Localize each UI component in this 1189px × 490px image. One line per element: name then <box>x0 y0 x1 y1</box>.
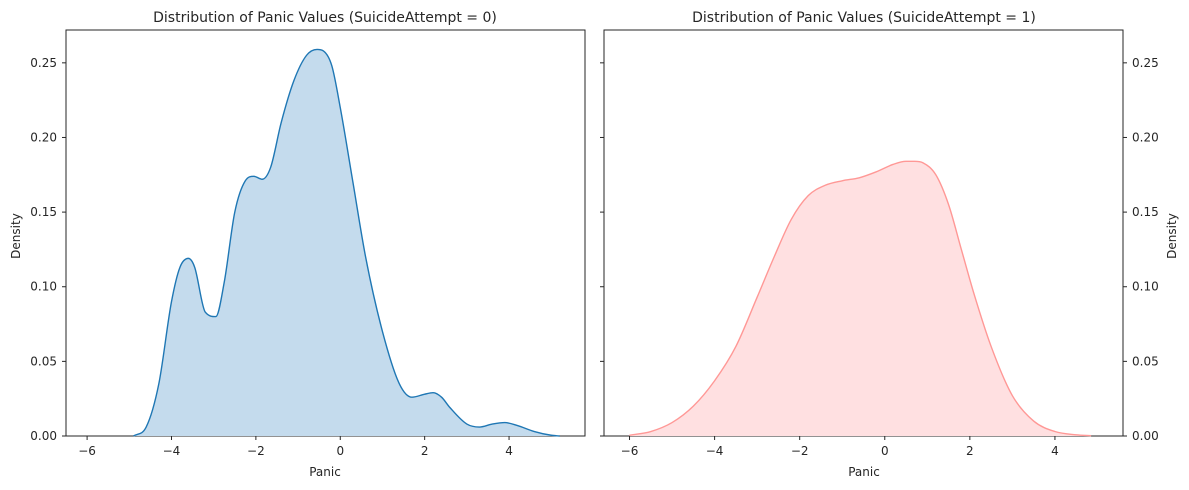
right-chart-title: Distribution of Panic Values (SuicideAtt… <box>692 10 1036 26</box>
y-tick-label: 0.05 <box>30 354 57 368</box>
x-tick-label: −4 <box>163 444 181 458</box>
x-tick-label: 0 <box>881 444 889 458</box>
y-tick-label: 0.00 <box>30 429 57 443</box>
left-x-axis-label: Panic <box>309 465 341 479</box>
y-tick-label: 0.05 <box>1132 354 1159 368</box>
x-tick-label: 2 <box>966 444 974 458</box>
density-fill-0 <box>133 49 560 437</box>
left-y-axis-label: Density <box>9 213 23 259</box>
y-tick-label: 0.15 <box>30 205 57 219</box>
right-y-axis-ticks: 0.00 0.05 0.10 0.15 0.20 0.25 <box>600 56 1159 443</box>
y-tick-label: 0.00 <box>1132 429 1159 443</box>
y-tick-label: 0.10 <box>1132 280 1159 294</box>
y-tick-label: 0.20 <box>30 130 57 144</box>
y-tick-label: 0.25 <box>1132 56 1159 70</box>
x-tick-label: 4 <box>1051 444 1059 458</box>
x-tick-label: 0 <box>336 444 344 458</box>
left-chart-title: Distribution of Panic Values (SuicideAtt… <box>153 10 497 26</box>
left-x-axis-ticks: −6 −4 −2 0 2 4 <box>78 436 513 458</box>
x-tick-label: 2 <box>421 444 429 458</box>
left-density-area <box>133 48 560 437</box>
left-subplot: Distribution of Panic Values (SuicideAtt… <box>9 10 586 479</box>
y-tick-label: 0.25 <box>30 56 57 70</box>
right-x-axis-ticks: −6 −4 −2 0 2 4 <box>621 436 1059 458</box>
x-tick-label: −6 <box>78 444 96 458</box>
x-tick-label: −2 <box>791 444 809 458</box>
y-tick-label: 0.20 <box>1132 130 1159 144</box>
right-density-area <box>629 160 1092 437</box>
right-subplot: Distribution of Panic Values (SuicideAtt… <box>600 10 1179 479</box>
density-line-0 <box>133 48 560 437</box>
x-tick-label: 4 <box>505 444 513 458</box>
right-y-axis-label: Density <box>1165 213 1179 259</box>
x-tick-label: −4 <box>706 444 724 458</box>
x-tick-label: −2 <box>247 444 265 458</box>
x-tick-label: −6 <box>621 444 639 458</box>
left-y-axis-ticks: 0.00 0.05 0.10 0.15 0.20 0.25 <box>30 56 66 443</box>
y-tick-label: 0.10 <box>30 280 57 294</box>
right-x-axis-label: Panic <box>848 465 880 479</box>
y-tick-label: 0.15 <box>1132 205 1159 219</box>
density-line-0 <box>629 160 1092 437</box>
density-fill-0 <box>629 161 1092 436</box>
